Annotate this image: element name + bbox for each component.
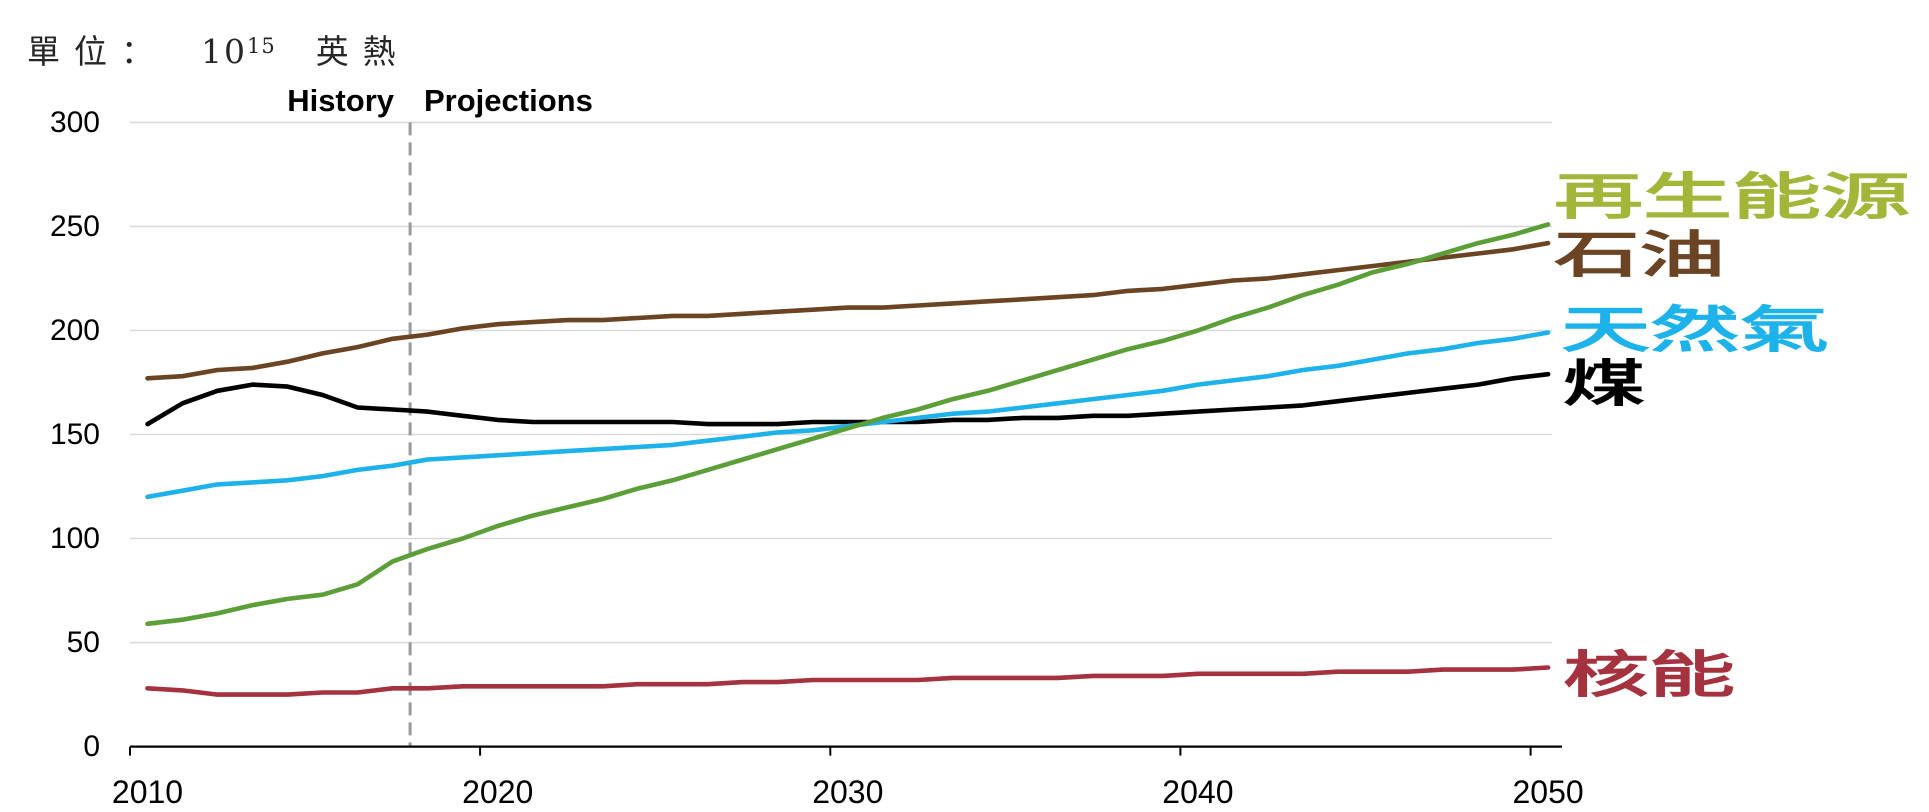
unit-label-prefix: 單位：	[27, 32, 168, 71]
series-labels: 再生能源 石油 天然氣 煤 核能	[1554, 168, 1910, 704]
series-label-coal: 煤	[1563, 355, 1645, 413]
unit-label-exponent: 15	[247, 34, 276, 58]
series-label-natural-gas: 天然氣	[1561, 301, 1829, 359]
series-line-petroleum	[145, 240, 1551, 381]
x-tick-label-2030: 2030	[812, 774, 883, 810]
gridlines	[130, 121, 1552, 644]
y-tick-label-300: 300	[50, 106, 100, 139]
series-line-coal	[145, 371, 1551, 427]
x-tick-label-2050: 2050	[1513, 774, 1584, 810]
y-tick-label-250: 250	[50, 210, 100, 243]
x-axis-tick-labels: 2010 2020 2030 2040 2050	[112, 774, 1584, 810]
series-line-natural-gas	[145, 330, 1551, 500]
x-tick-label-2040: 2040	[1162, 774, 1233, 810]
series-label-renewables: 再生能源	[1554, 168, 1910, 226]
y-tick-label-100: 100	[50, 522, 100, 555]
y-tick-label-0: 0	[83, 730, 100, 763]
y-tick-label-200: 200	[50, 314, 100, 347]
series-line-renewables	[145, 222, 1551, 627]
history-label: History	[287, 83, 395, 118]
y-tick-label-50: 50	[67, 626, 100, 659]
series-line-nuclear	[145, 665, 1551, 697]
x-tick-label-2010: 2010	[112, 774, 183, 810]
unit-label-suffix: 英熱	[315, 32, 410, 71]
series-label-nuclear: 核能	[1563, 646, 1735, 704]
y-tick-label-150: 150	[50, 418, 100, 451]
projections-label: Projections	[424, 83, 593, 118]
unit-label: 單位： 1015 英熱	[27, 32, 410, 76]
unit-label-base: 10	[201, 32, 247, 71]
y-axis-tick-labels: 0 50 100 150 200 250 300	[50, 106, 100, 763]
series-label-petroleum: 石油	[1554, 226, 1725, 284]
x-tick-label-2020: 2020	[462, 774, 533, 810]
x-axis	[129, 745, 1562, 756]
series-lines	[145, 222, 1551, 697]
